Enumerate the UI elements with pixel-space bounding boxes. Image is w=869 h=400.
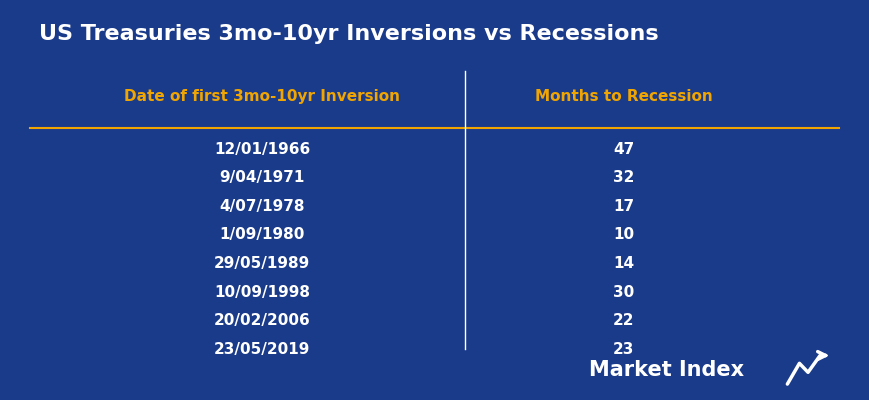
Text: Date of first 3mo-10yr Inversion: Date of first 3mo-10yr Inversion bbox=[124, 89, 401, 104]
Text: 14: 14 bbox=[614, 256, 634, 271]
Text: 22: 22 bbox=[614, 313, 634, 328]
Text: 23/05/2019: 23/05/2019 bbox=[214, 342, 310, 357]
Text: 4/07/1978: 4/07/1978 bbox=[220, 199, 305, 214]
Text: 9/04/1971: 9/04/1971 bbox=[220, 170, 305, 185]
Text: 10/09/1998: 10/09/1998 bbox=[215, 284, 310, 300]
Text: 29/05/1989: 29/05/1989 bbox=[215, 256, 310, 271]
Text: 47: 47 bbox=[614, 142, 634, 156]
Text: 12/01/1966: 12/01/1966 bbox=[215, 142, 310, 156]
Text: 17: 17 bbox=[614, 199, 634, 214]
Text: Months to Recession: Months to Recession bbox=[535, 89, 713, 104]
Text: 20/02/2006: 20/02/2006 bbox=[214, 313, 311, 328]
Text: Market Index: Market Index bbox=[589, 360, 745, 380]
Text: 1/09/1980: 1/09/1980 bbox=[220, 227, 305, 242]
Text: 30: 30 bbox=[614, 284, 634, 300]
Text: 10: 10 bbox=[614, 227, 634, 242]
Text: 32: 32 bbox=[614, 170, 634, 185]
Text: US Treasuries 3mo-10yr Inversions vs Recessions: US Treasuries 3mo-10yr Inversions vs Rec… bbox=[38, 24, 658, 44]
Text: 23: 23 bbox=[614, 342, 634, 357]
